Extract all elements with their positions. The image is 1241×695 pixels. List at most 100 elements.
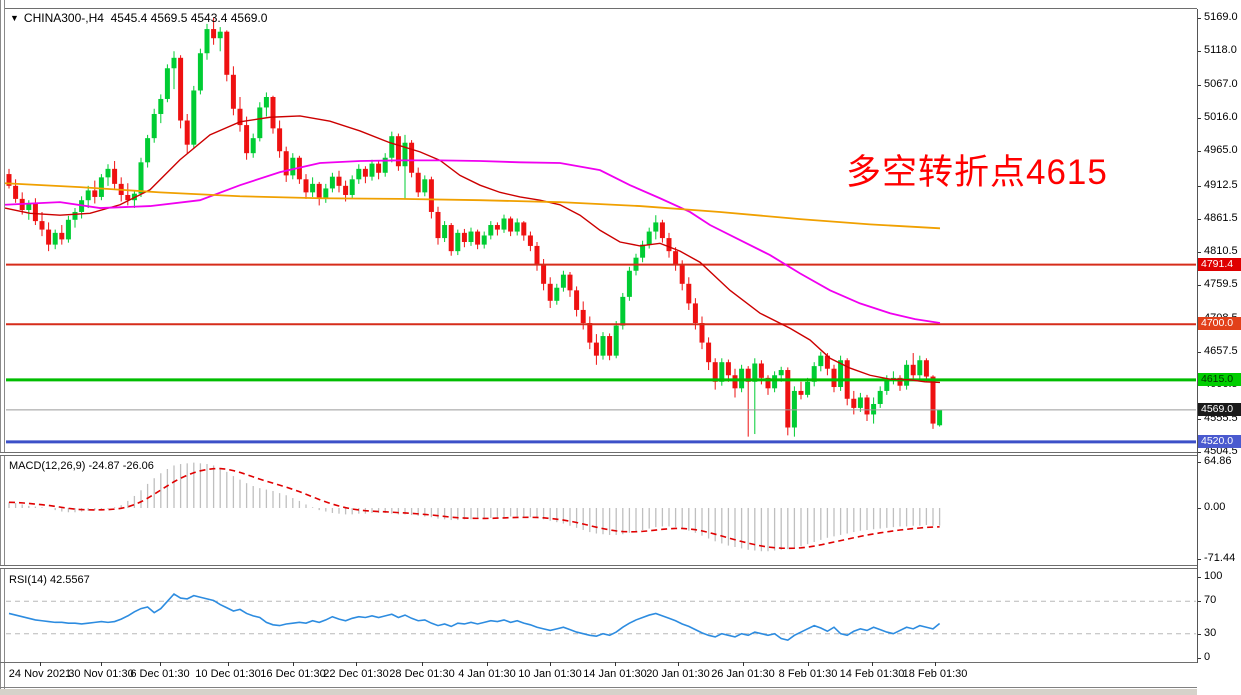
candle[interactable]	[481, 231, 487, 249]
candle[interactable]	[197, 48, 203, 95]
candle[interactable]	[422, 175, 428, 197]
candle[interactable]	[257, 102, 263, 142]
candle[interactable]	[613, 321, 619, 359]
candle[interactable]	[706, 337, 712, 371]
candle[interactable]	[732, 368, 738, 398]
candle[interactable]	[428, 176, 434, 219]
candle[interactable]	[857, 392, 863, 412]
candle[interactable]	[92, 180, 98, 204]
annotation-text[interactable]: 多空转折点4615	[846, 153, 1108, 192]
candle[interactable]	[356, 164, 362, 184]
panel-splitter-macd[interactable]	[0, 452, 1241, 456]
candle[interactable]	[534, 242, 540, 271]
candles-layer[interactable]	[6, 17, 943, 437]
candle[interactable]	[435, 206, 441, 245]
candle[interactable]	[838, 355, 844, 391]
candle[interactable]	[554, 283, 560, 305]
candle[interactable]	[310, 177, 316, 197]
date-axis[interactable]: 24 Nov 2021 30 Nov 01:30 6 Dec 01:30 10 Dec…	[0, 662, 1241, 685]
candle[interactable]	[587, 316, 593, 350]
candle[interactable]	[217, 27, 223, 52]
candle[interactable]	[745, 366, 751, 437]
candle[interactable]	[323, 183, 329, 203]
candle[interactable]	[415, 167, 421, 197]
candle[interactable]	[230, 66, 236, 116]
candle[interactable]	[851, 390, 857, 415]
candle[interactable]	[494, 222, 500, 236]
candle[interactable]	[818, 351, 824, 372]
candle[interactable]	[290, 153, 296, 180]
candle[interactable]	[567, 272, 573, 297]
candle[interactable]	[488, 221, 494, 240]
candle[interactable]	[244, 116, 250, 160]
current-price-badge[interactable]: 4569.0	[1198, 402, 1241, 416]
candle[interactable]	[772, 371, 778, 393]
candle[interactable]	[46, 222, 52, 252]
candle[interactable]	[725, 359, 731, 382]
candle[interactable]	[389, 131, 395, 163]
candle[interactable]	[890, 371, 896, 385]
candle[interactable]	[560, 270, 566, 292]
candle[interactable]	[224, 30, 230, 82]
candle[interactable]	[547, 277, 553, 308]
candle[interactable]	[864, 394, 870, 421]
candle[interactable]	[263, 92, 269, 117]
candle[interactable]	[59, 225, 65, 245]
candle[interactable]	[917, 355, 923, 380]
candle[interactable]	[719, 358, 725, 386]
candle[interactable]	[798, 381, 804, 400]
candle[interactable]	[871, 397, 877, 424]
candle[interactable]	[52, 229, 58, 250]
panel-splitter-rsi[interactable]	[0, 565, 1241, 569]
candle[interactable]	[296, 155, 302, 184]
candle[interactable]	[362, 166, 368, 184]
candle[interactable]	[508, 216, 514, 237]
candle[interactable]	[125, 183, 131, 206]
candle[interactable]	[580, 301, 586, 330]
price-badge-4615.0[interactable]: 4615.0	[1198, 372, 1241, 386]
candle[interactable]	[877, 386, 883, 408]
candle[interactable]	[752, 358, 758, 435]
candle[interactable]	[85, 185, 91, 209]
candle[interactable]	[514, 218, 520, 236]
candle[interactable]	[475, 229, 481, 250]
candle[interactable]	[501, 214, 507, 233]
candle[interactable]	[785, 367, 791, 436]
candle[interactable]	[39, 211, 45, 237]
candle[interactable]	[791, 386, 797, 437]
rsi-panel[interactable]	[6, 592, 1196, 642]
candle[interactable]	[369, 159, 375, 181]
candle[interactable]	[178, 55, 184, 129]
candle[interactable]	[653, 215, 659, 240]
candle[interactable]	[303, 174, 309, 199]
candle[interactable]	[897, 375, 903, 391]
candle[interactable]	[164, 64, 170, 103]
candle[interactable]	[765, 375, 771, 395]
price-badge-4791.4[interactable]: 4791.4	[1198, 257, 1241, 271]
candle[interactable]	[382, 153, 388, 177]
candle[interactable]	[574, 286, 580, 317]
candle[interactable]	[910, 353, 916, 380]
candle[interactable]	[184, 113, 190, 154]
price-badge-4700.0[interactable]: 4700.0	[1198, 317, 1241, 331]
candle[interactable]	[666, 232, 672, 258]
candle[interactable]	[600, 332, 606, 360]
candle[interactable]	[158, 94, 164, 124]
candle[interactable]	[673, 247, 679, 271]
candle[interactable]	[402, 134, 408, 199]
candle[interactable]	[112, 161, 118, 189]
candle[interactable]	[448, 223, 454, 256]
candle[interactable]	[521, 221, 527, 241]
candle[interactable]	[930, 375, 936, 429]
candle[interactable]	[395, 133, 401, 171]
candle[interactable]	[250, 133, 256, 158]
candle[interactable]	[593, 334, 599, 365]
candle[interactable]	[442, 221, 448, 243]
candle[interactable]	[455, 229, 461, 256]
candle[interactable]	[277, 120, 283, 158]
candle[interactable]	[171, 51, 177, 90]
candle[interactable]	[98, 174, 104, 201]
candle[interactable]	[336, 170, 342, 193]
candle[interactable]	[640, 240, 646, 263]
